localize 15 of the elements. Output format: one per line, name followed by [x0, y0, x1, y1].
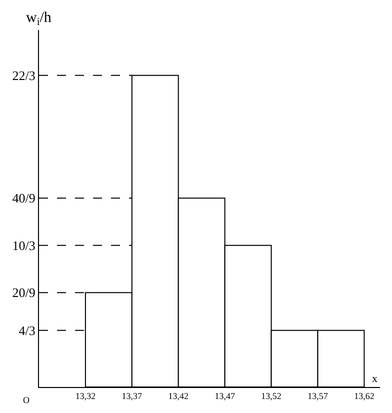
y-tick-label: 20/9	[12, 285, 36, 300]
y-tick-label: 40/9	[12, 190, 36, 206]
x-tick-label: 13,57	[308, 390, 328, 401]
x-axis-title: x	[372, 373, 378, 385]
x-tick-label: 13,37	[122, 390, 143, 401]
y-tick-label: 4/3	[18, 322, 36, 338]
x-tick-label: 13,62	[354, 390, 374, 401]
y-axis-title: w$_{i}$/h	[26, 10, 52, 28]
text: O	[23, 395, 30, 405]
x-tick-label: 13,32	[75, 390, 96, 401]
x-tick-label: 13,47	[214, 390, 236, 401]
x-tick-label: 13,42	[168, 390, 188, 401]
y-tick-label: 10/3	[12, 238, 36, 253]
y-tick-label: 22/3	[12, 68, 36, 83]
x-tick-label: 13,52	[261, 390, 282, 401]
